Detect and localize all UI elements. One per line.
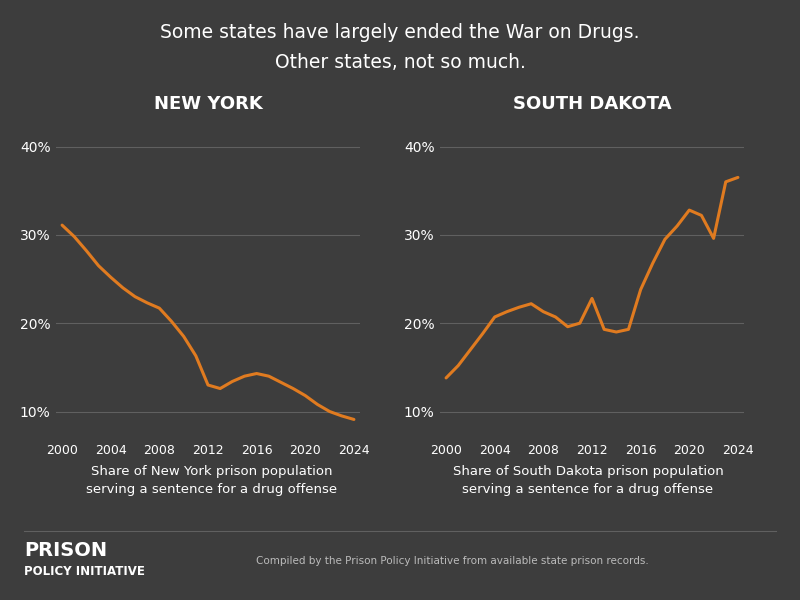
Text: Share of New York prison population
serving a sentence for a drug offense: Share of New York prison population serv… xyxy=(86,465,338,496)
Text: Share of South Dakota prison population
serving a sentence for a drug offense: Share of South Dakota prison population … xyxy=(453,465,723,496)
Text: Some states have largely ended the War on Drugs.: Some states have largely ended the War o… xyxy=(160,23,640,43)
Text: Other states, not so much.: Other states, not so much. xyxy=(274,53,526,73)
Text: POLICY INITIATIVE: POLICY INITIATIVE xyxy=(24,565,145,578)
Title: NEW YORK: NEW YORK xyxy=(154,95,262,113)
Text: PRISON: PRISON xyxy=(24,541,107,560)
Text: Compiled by the Prison Policy Initiative from available state prison records.: Compiled by the Prison Policy Initiative… xyxy=(256,556,649,566)
Title: SOUTH DAKOTA: SOUTH DAKOTA xyxy=(513,95,671,113)
